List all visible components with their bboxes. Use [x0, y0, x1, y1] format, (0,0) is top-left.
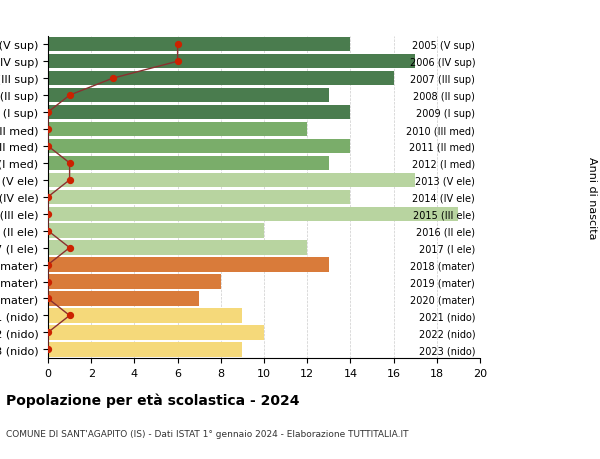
- Point: [65, 177, 74, 184]
- Point: [43, 261, 53, 269]
- Bar: [48, 38, 350, 52]
- Point: [65, 245, 74, 252]
- Point: [43, 329, 53, 336]
- Bar: [48, 123, 307, 137]
- Point: [43, 211, 53, 218]
- Bar: [48, 140, 350, 154]
- Bar: [48, 72, 394, 86]
- Text: COMUNE DI SANT'AGAPITO (IS) - Dati ISTAT 1° gennaio 2024 - Elaborazione TUTTITAL: COMUNE DI SANT'AGAPITO (IS) - Dati ISTAT…: [6, 429, 409, 438]
- Bar: [48, 308, 242, 323]
- Bar: [48, 173, 415, 188]
- Bar: [48, 106, 350, 120]
- Bar: [48, 241, 307, 255]
- Point: [43, 346, 53, 353]
- Text: Anni di nascita: Anni di nascita: [587, 156, 597, 239]
- Text: Popolazione per età scolastica - 2024: Popolazione per età scolastica - 2024: [6, 392, 299, 407]
- Point: [65, 92, 74, 100]
- Point: [173, 41, 182, 49]
- Point: [65, 160, 74, 167]
- Point: [43, 109, 53, 117]
- Bar: [48, 207, 458, 222]
- Point: [43, 143, 53, 150]
- Point: [43, 278, 53, 285]
- Bar: [48, 224, 264, 238]
- Bar: [48, 291, 199, 306]
- Point: [65, 312, 74, 319]
- Bar: [48, 190, 350, 205]
- Point: [108, 75, 118, 83]
- Bar: [48, 325, 264, 340]
- Point: [173, 58, 182, 66]
- Bar: [48, 89, 329, 103]
- Bar: [48, 275, 221, 289]
- Bar: [48, 258, 329, 272]
- Legend: Sec. II grado, Sec. I grado, Scuola Primaria, Scuola Infanzia, Asilo Nido, Stran: Sec. II grado, Sec. I grado, Scuola Prim…: [11, 0, 517, 2]
- Point: [43, 194, 53, 201]
- Point: [43, 126, 53, 134]
- Point: [43, 228, 53, 235]
- Point: [43, 295, 53, 302]
- Bar: [48, 342, 242, 357]
- Bar: [48, 55, 415, 69]
- Bar: [48, 157, 329, 171]
